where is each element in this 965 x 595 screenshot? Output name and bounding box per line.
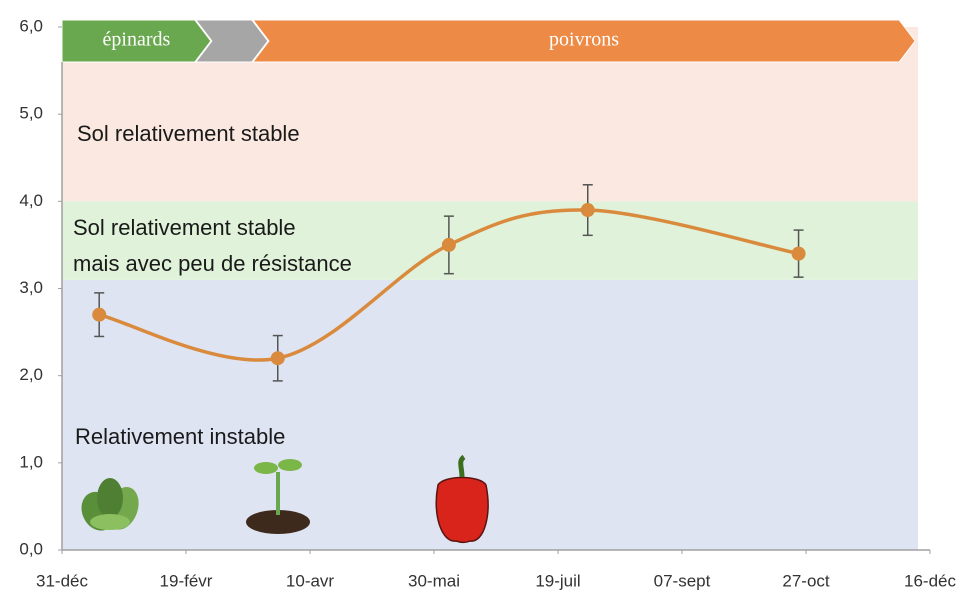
y-tick-label: 5,0: [19, 104, 43, 123]
point: [792, 247, 806, 261]
bands: Relativement instable Sol relativement st…: [62, 27, 918, 550]
x-tick-label: 30-mai: [408, 571, 460, 590]
point: [92, 308, 106, 322]
y-tick-label: 6,0: [19, 16, 43, 35]
band-label: mais avec peu de résistance: [73, 251, 352, 276]
y-tick-label: 0,0: [19, 539, 43, 558]
x-tick-label: 19-févr: [160, 571, 213, 590]
band-label: Relativement instable: [75, 424, 285, 449]
x-tick-label: 27-oct: [782, 571, 830, 590]
x-tick-label: 07-sept: [654, 571, 711, 590]
point: [271, 351, 285, 365]
point: [581, 203, 595, 217]
x-tick-label: 16-déc: [904, 571, 956, 590]
y-tick-label: 1,0: [19, 452, 43, 471]
x-tick-label: 10-avr: [286, 571, 335, 590]
phases: épinards poivrons: [62, 20, 915, 62]
x-tick-label: 31-déc: [36, 571, 88, 590]
y-tick-label: 2,0: [19, 365, 43, 384]
y-tick-label: 4,0: [19, 191, 43, 210]
phase-label: épinards: [103, 29, 171, 51]
x-tick-label: 19-juil: [535, 571, 580, 590]
chart: Relativement instable Sol relativement st…: [0, 0, 965, 595]
y-tick-label: 3,0: [19, 278, 43, 297]
phase-label: poivrons: [549, 29, 619, 51]
band-label: Sol relativement stable: [73, 215, 296, 240]
band-label: Sol relativement stable: [77, 121, 300, 146]
point: [442, 238, 456, 252]
band: [62, 280, 918, 550]
